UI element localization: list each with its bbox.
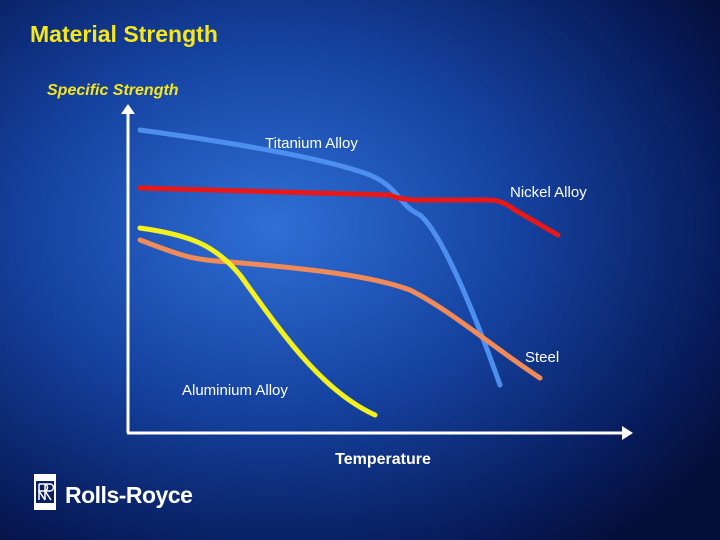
axes (121, 104, 633, 440)
aluminium-curve (137, 225, 378, 418)
curve-label: Steel (525, 349, 559, 366)
logo: Rolls-Royce (34, 474, 193, 510)
logo-text: Rolls-Royce (65, 482, 192, 508)
nickel-curve (137, 185, 561, 238)
y-arrow (121, 104, 135, 114)
titanium-curve (137, 127, 503, 388)
curve-label: Titanium Alloy (265, 135, 358, 152)
x-axis-label: Temperature (335, 451, 431, 468)
curve-label: Nickel Alloy (510, 184, 587, 201)
curves (137, 127, 561, 418)
slide-title: Material Strength (30, 21, 218, 47)
y-axis-label: Specific Strength (47, 82, 179, 99)
steel-curve (137, 237, 543, 381)
logo-monogram (37, 483, 55, 501)
curve-label: Aluminium Alloy (182, 382, 288, 399)
x-arrow (622, 426, 633, 440)
